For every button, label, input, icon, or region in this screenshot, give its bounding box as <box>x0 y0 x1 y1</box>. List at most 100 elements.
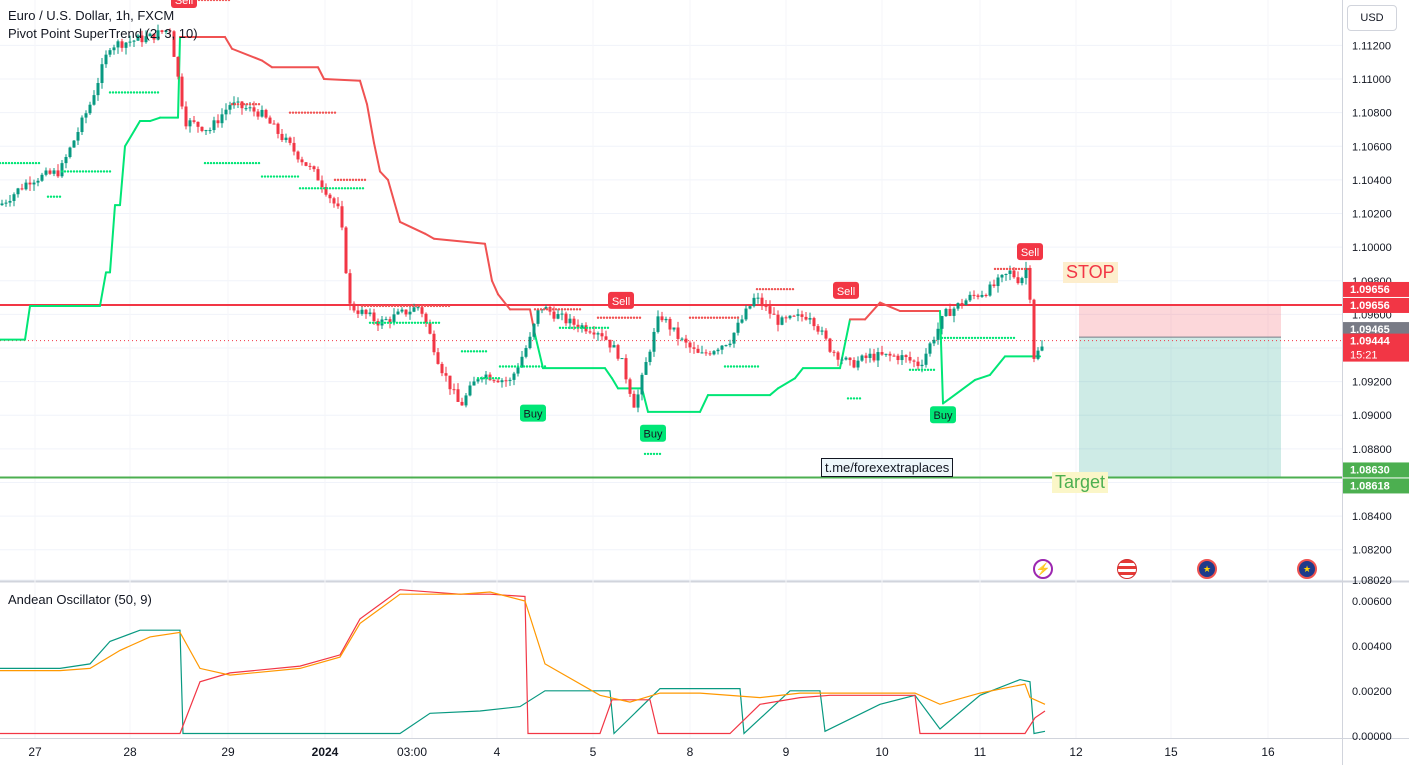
sell-signal[interactable] <box>608 291 634 309</box>
pivot-dot <box>0 161 2 165</box>
pivot-dot <box>770 287 774 291</box>
pivot-dot <box>395 321 399 324</box>
pivot-dot <box>507 365 511 368</box>
pivot-dot <box>296 175 300 178</box>
sell-signal[interactable] <box>833 281 859 299</box>
pivot-dot <box>81 170 85 173</box>
pivot-dot <box>301 187 305 190</box>
candle-body <box>1016 277 1020 284</box>
oscillator-tick-label: 0.00600 <box>1352 596 1392 608</box>
candle-body <box>916 361 920 367</box>
sell-signal[interactable] <box>171 0 197 8</box>
pivot-dot <box>263 175 267 178</box>
candle-body <box>996 277 1000 287</box>
pivot-dot <box>561 326 565 330</box>
candle-body <box>600 333 604 337</box>
us-flag-icon[interactable] <box>1117 559 1137 579</box>
pivot-dot <box>212 0 216 2</box>
supertrend-segment <box>359 79 368 106</box>
pivot-dot <box>510 365 514 368</box>
pivot-dot <box>126 91 130 94</box>
candle-body <box>936 328 940 340</box>
pivot-dot <box>988 336 992 340</box>
pivot-dot <box>614 316 618 319</box>
watermark-link[interactable]: t.me/forexextraplaces <box>821 458 954 477</box>
pivot-dot <box>481 350 485 353</box>
candle-body <box>288 137 292 143</box>
stop-zone[interactable] <box>1079 304 1281 338</box>
pivot-dot <box>420 304 424 308</box>
candle-body <box>888 353 892 356</box>
candle-body <box>760 297 764 307</box>
candle-body <box>356 310 360 314</box>
pivot-dot <box>153 91 157 94</box>
candle-body <box>428 322 432 334</box>
pivot-dot <box>540 365 544 368</box>
candle-body <box>932 339 936 344</box>
pivot-dot <box>646 452 650 456</box>
eu-flag-icon[interactable]: ★ <box>1297 559 1317 579</box>
price-axis-label <box>1343 462 1409 478</box>
pivot-dot <box>652 452 656 456</box>
candle-body <box>924 353 928 365</box>
candle-body <box>840 359 844 361</box>
candle-body <box>4 202 8 204</box>
supertrend-segment <box>366 103 375 144</box>
bolt-icon[interactable]: ⚡ <box>1033 559 1053 579</box>
pivot-dot <box>747 365 751 368</box>
candle-body <box>100 64 104 84</box>
pivot-dot <box>491 377 495 380</box>
pivot-dot <box>375 304 379 308</box>
pivot-dot <box>306 111 310 114</box>
pivot-dot <box>536 308 540 311</box>
price-tick-label: 1.09000 <box>1352 410 1392 422</box>
pivot-dot <box>242 103 246 106</box>
candle-body <box>556 314 560 319</box>
pivot-dot <box>447 304 451 308</box>
pivot-dot <box>1000 336 1004 340</box>
pivot-dot <box>310 187 314 190</box>
buy-signal[interactable] <box>520 404 546 422</box>
pivot-dot <box>197 0 201 2</box>
currency-button[interactable]: USD <box>1347 5 1397 31</box>
pivot-dot <box>330 111 334 114</box>
candle-body <box>728 343 732 346</box>
pivot-dot <box>251 161 255 165</box>
pivot-dot <box>227 0 231 2</box>
candle-body <box>92 95 96 105</box>
candle-body <box>320 180 324 188</box>
buy-signal[interactable] <box>640 424 666 442</box>
candle-body <box>268 117 272 124</box>
candle-body <box>276 123 280 134</box>
pivot-dot <box>497 377 501 380</box>
pivot-dot <box>1020 267 1024 271</box>
pivot-dot <box>425 321 429 324</box>
pivot-dot <box>254 161 258 165</box>
supertrend-segment <box>149 116 161 123</box>
pivot-dot <box>233 161 237 165</box>
supertrend-segment <box>124 128 136 148</box>
pivot-dot <box>218 0 222 2</box>
pivot-dot <box>387 304 391 308</box>
pivot-dot <box>573 326 577 330</box>
candle-body <box>984 294 988 296</box>
pivot-dot <box>932 368 936 372</box>
target-zone[interactable] <box>1079 337 1281 478</box>
candle-body <box>560 313 564 315</box>
candle-body <box>508 379 512 381</box>
pivot-dot <box>307 187 311 190</box>
pivot-dot <box>437 321 441 324</box>
sell-signal[interactable] <box>1017 243 1043 261</box>
pivot-dot <box>352 187 356 190</box>
candle-body <box>0 203 4 206</box>
pivot-dot <box>322 187 326 190</box>
eu-flag-icon[interactable]: ★ <box>1197 559 1217 579</box>
buy-signal[interactable] <box>930 406 956 424</box>
pivot-dot <box>733 316 737 319</box>
pivot-dot <box>475 350 479 353</box>
sell-signal-text: Sell <box>1021 247 1039 259</box>
pivot-dot <box>575 308 579 311</box>
pivot-dot <box>206 161 210 165</box>
price-axis-label <box>1343 322 1409 338</box>
